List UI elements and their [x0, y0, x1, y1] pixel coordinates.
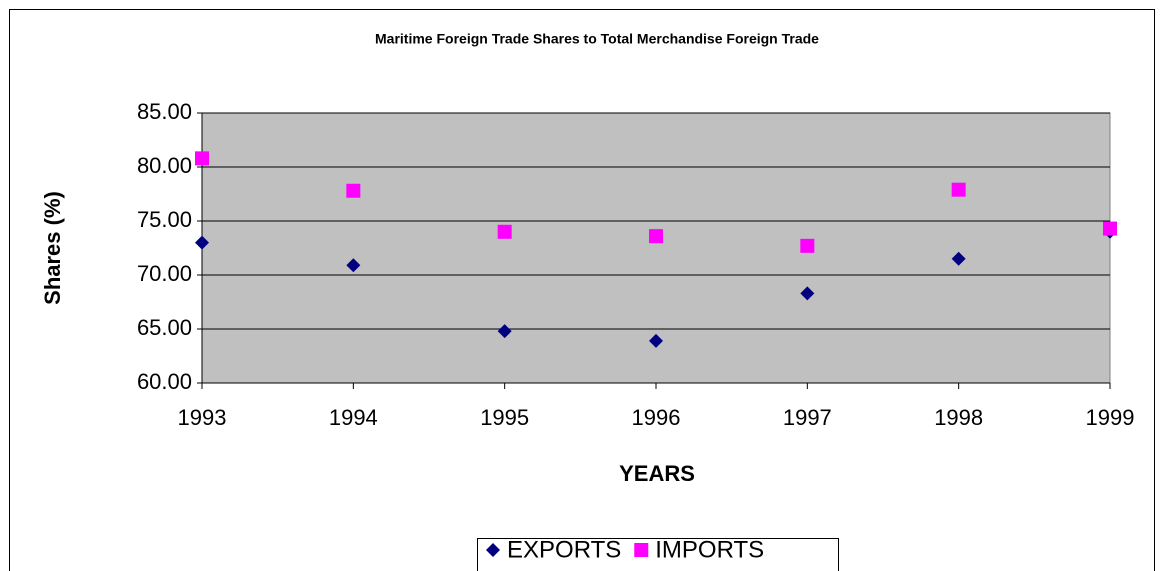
y-tick-label: 60.00: [137, 369, 192, 394]
data-point: [497, 224, 512, 239]
legend-label: IMPORTS: [655, 536, 764, 563]
legend-marker: [634, 543, 649, 557]
chart-title: Maritime Foreign Trade Shares to Total M…: [375, 31, 819, 47]
x-axis-label: YEARS: [619, 461, 695, 486]
y-tick-label: 85.00: [137, 99, 192, 124]
data-point: [649, 229, 663, 244]
data-point: [346, 258, 361, 273]
data-point: [951, 182, 966, 197]
data-point: [346, 183, 361, 198]
y-tick-label: 70.00: [137, 261, 192, 286]
y-tick-label: 80.00: [137, 153, 192, 178]
x-tick-label: 1993: [178, 405, 227, 430]
data-point: [195, 235, 209, 250]
x-tick-label: 1999: [1086, 405, 1135, 430]
data-point: [649, 333, 663, 348]
data-point: [951, 251, 966, 266]
data-point: [195, 151, 209, 166]
legend-label: EXPORTS: [507, 536, 621, 563]
legend-marker: [486, 543, 500, 557]
legend-box: [477, 538, 839, 571]
x-tick-label: 1997: [783, 405, 832, 430]
y-tick-label: 65.00: [137, 315, 192, 340]
x-tick-label: 1994: [329, 405, 378, 430]
data-point: [1103, 221, 1117, 236]
data-point: [800, 286, 815, 301]
x-tick-label: 1998: [934, 405, 983, 430]
data-point: [497, 324, 512, 339]
data-point: [800, 238, 815, 253]
y-axis-label: Shares (%): [40, 191, 65, 305]
y-tick-label: 75.00: [137, 207, 192, 232]
x-tick-label: 1995: [480, 405, 529, 430]
x-tick-label: 1996: [632, 405, 681, 430]
